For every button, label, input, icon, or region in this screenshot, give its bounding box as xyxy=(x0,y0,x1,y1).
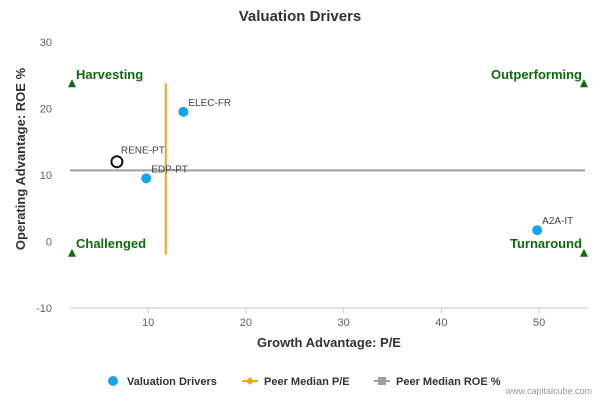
legend-label-valuation-drivers: Valuation Drivers xyxy=(127,376,217,388)
x-tick-label: 50 xyxy=(533,317,545,329)
y-tick-label: 10 xyxy=(40,170,52,182)
legend-symbol-valuation-drivers xyxy=(108,376,118,386)
legend-label-peer-median-roe: Peer Median ROE % xyxy=(396,376,501,388)
y-axis-label: Operating Advantage: ROE % xyxy=(13,67,28,250)
y-tick-label: -10 xyxy=(36,303,52,315)
x-tick-label: 40 xyxy=(435,317,447,329)
x-tick-label: 10 xyxy=(142,317,154,329)
legend-symbol-peer-median-roe xyxy=(378,377,386,385)
reference-lines xyxy=(70,83,585,255)
data-point xyxy=(532,225,543,236)
watermark: www.capitalcube.com xyxy=(505,386,592,396)
chart-axes: 10 20 30 40 50 30 20 10 0 -10 xyxy=(36,37,588,329)
quadrant-marker-top-left xyxy=(68,79,76,88)
y-tick-label: 30 xyxy=(40,37,52,49)
legend-symbol-peer-median-pe xyxy=(246,377,254,385)
data-point-label: A2A-IT xyxy=(542,216,573,227)
quadrant-marker-bottom-right xyxy=(580,248,588,257)
quadrant-labels: Harvesting Outperforming Challenged Turnaro… xyxy=(68,67,588,257)
y-tick-label: 20 xyxy=(40,104,52,116)
y-tick-label: 0 xyxy=(46,237,52,249)
quadrant-label-challenged: Challenged xyxy=(76,236,146,251)
highlighted-company-label: RENE-PT xyxy=(121,146,165,157)
data-points: ELEC-FR EDP-PT A2A-IT RENE-PT xyxy=(110,98,573,236)
quadrant-marker-top-right xyxy=(580,79,588,88)
x-tick-label: 20 xyxy=(240,317,252,329)
legend-label-peer-median-pe: Peer Median P/E xyxy=(264,376,350,388)
quadrant-label-harvesting: Harvesting xyxy=(76,67,143,82)
highlighted-company-point xyxy=(110,155,124,169)
data-point-label: ELEC-FR xyxy=(188,98,231,109)
chart-title: Valuation Drivers xyxy=(239,8,362,25)
data-point-label: EDP-PT xyxy=(151,164,188,175)
data-point xyxy=(141,173,152,184)
quadrant-marker-bottom-left xyxy=(68,248,76,257)
data-point xyxy=(178,106,189,117)
x-axis-label: Growth Advantage: P/E xyxy=(257,335,401,350)
quadrant-label-outperforming: Outperforming xyxy=(491,67,582,82)
quadrant-label-turnaround: Turnaround xyxy=(510,236,582,251)
chart-legend: Valuation Drivers Peer Median P/E Peer Med… xyxy=(108,376,501,388)
x-tick-label: 30 xyxy=(338,317,350,329)
